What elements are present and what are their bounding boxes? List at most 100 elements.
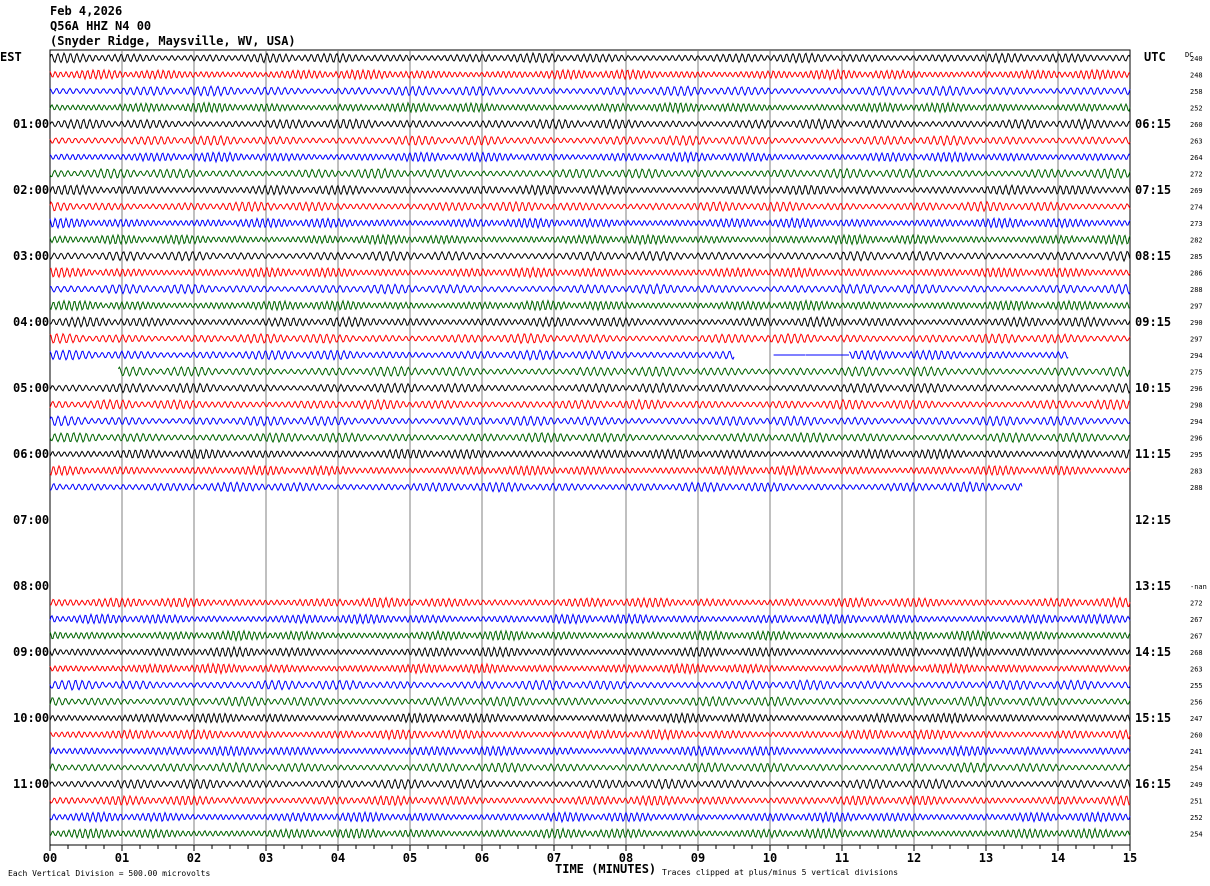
seismic-trace	[117, 365, 1130, 378]
right-time-label: 11:15	[1135, 447, 1171, 461]
station-title: Q56A HHZ N4 00	[50, 19, 152, 33]
dc-offset-label: 288	[1190, 484, 1203, 492]
dc-offset-label: 298	[1190, 402, 1203, 410]
left-time-label: 05:00	[13, 381, 49, 395]
seismic-trace	[49, 480, 1023, 493]
dc-offset-label: 295	[1190, 451, 1203, 459]
seismic-trace	[49, 282, 1131, 295]
left-time-label: 06:00	[13, 447, 49, 461]
dc-offset-label: 251	[1190, 798, 1203, 806]
seismic-trace	[49, 51, 1131, 65]
seismic-trace	[49, 728, 1131, 741]
seismic-trace	[49, 398, 1131, 411]
dc-offset-label: 272	[1190, 171, 1203, 179]
seismic-trace	[49, 778, 1131, 790]
dc-offset-label: 297	[1190, 336, 1203, 344]
dc-offset-label: 269	[1190, 187, 1203, 195]
dc-offset-label: 247	[1190, 715, 1203, 723]
x-tick-label: 11	[835, 851, 849, 865]
seismic-trace	[49, 332, 1131, 345]
dc-offset-label: 249	[1190, 781, 1203, 789]
right-time-label: 13:15	[1135, 579, 1171, 593]
dc-offset-label: 254	[1190, 765, 1203, 773]
dc-offset-label: 263	[1190, 666, 1203, 674]
dc-offset-label: 286	[1190, 270, 1203, 278]
dc-offset-label: 252	[1190, 814, 1203, 822]
dc-offset-label: 260	[1190, 121, 1203, 129]
seismic-trace	[49, 216, 1131, 230]
seismic-trace	[49, 612, 1131, 626]
dc-offset-label: 296	[1190, 385, 1203, 393]
x-tick-label: 13	[979, 851, 993, 865]
right-time-label: 16:15	[1135, 777, 1171, 791]
clip-note: Traces clipped at plus/minus 5 vertical …	[662, 868, 898, 877]
left-time-label: 04:00	[13, 315, 49, 329]
dc-offset-label: 248	[1190, 72, 1203, 80]
right-time-label: 06:15	[1135, 117, 1171, 131]
x-tick-label: 09	[691, 851, 705, 865]
seismic-trace	[49, 150, 1131, 164]
dc-offset-label: 268	[1190, 649, 1203, 657]
seismic-trace	[49, 827, 1131, 840]
dc-offset-label: 241	[1190, 748, 1203, 756]
seismic-trace	[49, 678, 1131, 691]
dc-offset-label: 258	[1190, 88, 1203, 96]
right-time-label: 07:15	[1135, 183, 1171, 197]
left-timezone: EST	[0, 50, 22, 64]
seismic-trace	[49, 661, 1131, 676]
left-time-label: 09:00	[13, 645, 49, 659]
x-tick-label: 03	[259, 851, 273, 865]
seismic-trace	[49, 645, 1131, 659]
seismic-trace	[50, 596, 1131, 609]
seismic-trace	[49, 349, 735, 361]
seismic-trace	[49, 761, 1131, 774]
x-tick-label: 08	[619, 851, 633, 865]
location-title: (Snyder Ridge, Maysville, WV, USA)	[50, 34, 296, 48]
x-tick-label: 00	[43, 851, 57, 865]
right-time-label: 08:15	[1135, 249, 1171, 263]
dc-offset-label: -nan	[1190, 583, 1207, 591]
left-time-label: 11:00	[13, 777, 49, 791]
dc-offset-label: 294	[1190, 352, 1203, 360]
seismic-trace	[49, 68, 1131, 81]
right-time-label: 15:15	[1135, 711, 1171, 725]
x-tick-label: 04	[331, 851, 345, 865]
seismic-trace	[49, 101, 1131, 115]
right-timezone: UTC	[1144, 50, 1166, 64]
seismic-trace	[848, 349, 1069, 361]
x-tick-label: 12	[907, 851, 921, 865]
seismic-trace	[49, 629, 1131, 643]
seismic-trace	[49, 315, 1131, 329]
dc-offset-label: 282	[1190, 237, 1203, 245]
dc-offset-label: 264	[1190, 154, 1203, 162]
right-time-label: 14:15	[1135, 645, 1171, 659]
left-time-label: 10:00	[13, 711, 49, 725]
dc-offset-label: 285	[1190, 253, 1203, 261]
seismic-trace	[49, 431, 1131, 444]
seismic-trace	[49, 233, 1131, 246]
seismic-trace	[49, 744, 1131, 758]
dc-offset-label: 274	[1190, 204, 1203, 212]
dc-offset-label: 267	[1190, 616, 1203, 624]
dc-offset-label: 288	[1190, 286, 1203, 294]
scale-note: Each Vertical Division = 500.00 microvol…	[8, 869, 210, 878]
dc-offset-label: 240	[1190, 55, 1203, 63]
dc-offset-label: 283	[1190, 468, 1203, 476]
seismic-trace	[49, 167, 1131, 180]
seismic-trace	[49, 448, 1131, 461]
x-axis-label: TIME (MINUTES)	[555, 862, 656, 876]
seismic-trace	[49, 415, 1131, 427]
seismic-trace	[49, 134, 1131, 147]
seismic-trace	[49, 794, 1131, 807]
seismic-trace	[49, 85, 1131, 97]
right-time-label: 10:15	[1135, 381, 1171, 395]
x-tick-label: 10	[763, 851, 777, 865]
left-time-label: 01:00	[13, 117, 49, 131]
right-time-label: 09:15	[1135, 315, 1171, 329]
dc-offset-label: 263	[1190, 138, 1203, 146]
x-tick-label: 15	[1123, 851, 1137, 865]
seismic-trace	[49, 810, 1131, 824]
seismic-trace	[49, 118, 1131, 131]
